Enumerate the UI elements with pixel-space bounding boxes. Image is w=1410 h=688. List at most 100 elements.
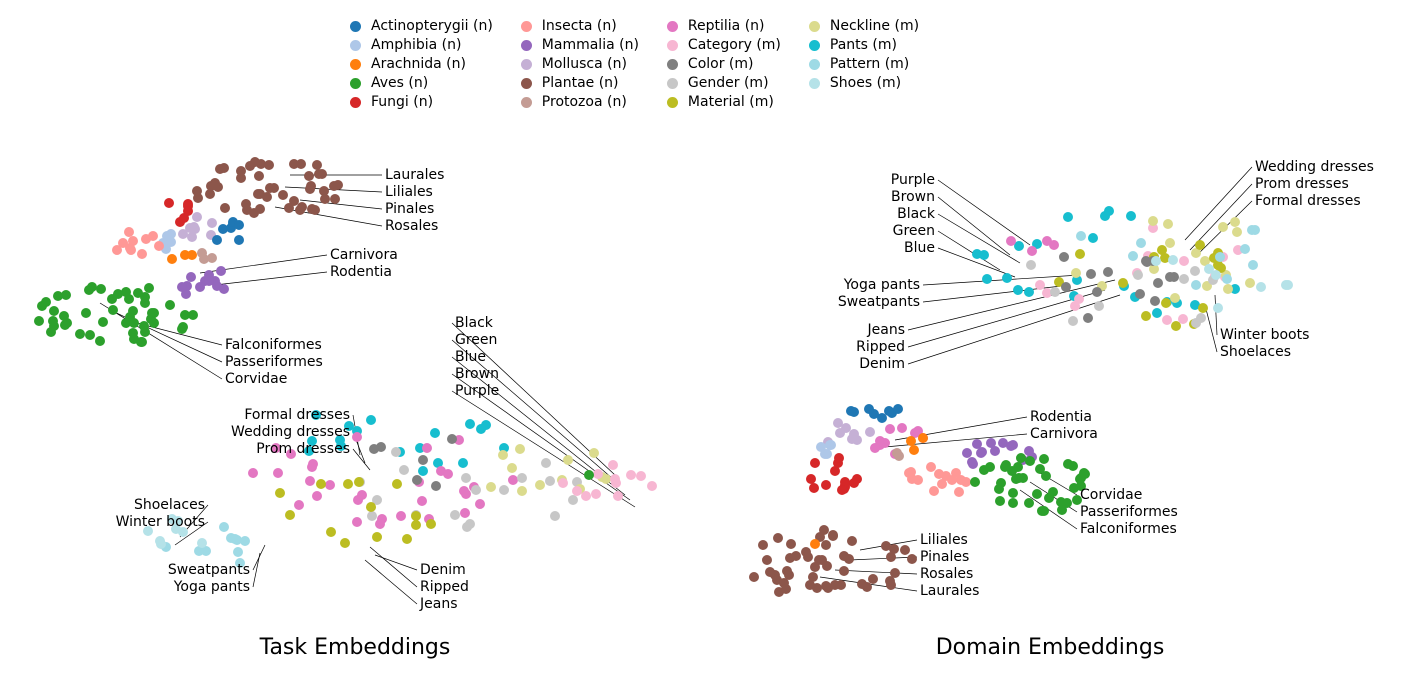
annotation-label: Yoga pants (844, 277, 920, 293)
annotation-lines (30, 145, 680, 655)
annotation-label: Carnivora (330, 247, 398, 263)
scatter-point (758, 540, 768, 550)
scatter-point (34, 316, 44, 326)
scatter-point (1215, 252, 1225, 262)
legend-dot-icon (350, 97, 361, 108)
scatter-point (1086, 269, 1096, 279)
scatter-point (248, 468, 258, 478)
annotation-label: Prom dresses (1255, 176, 1349, 192)
scatter-point (255, 204, 265, 214)
legend-item: Shoes (m) (809, 75, 919, 91)
scatter-point (234, 235, 244, 245)
scatter-point (220, 203, 230, 213)
legend-item: Insecta (n) (521, 18, 639, 34)
scatter-point (1161, 298, 1171, 308)
annotation-label: Ripped (420, 579, 469, 595)
scatter-point (886, 580, 896, 590)
scatter-point (87, 282, 97, 292)
legend-label: Shoes (m) (830, 75, 901, 91)
scatter-point (1256, 282, 1266, 292)
legend-label: Arachnida (n) (371, 56, 466, 72)
scatter-point (1232, 227, 1242, 237)
legend-label: Material (m) (688, 94, 774, 110)
scatter-point (970, 477, 980, 487)
scatter-point (1162, 315, 1172, 325)
scatter-point (333, 180, 343, 190)
scatter-point (1213, 260, 1223, 270)
scatter-point (1006, 441, 1016, 451)
scatter-point (278, 190, 288, 200)
scatter-point (1126, 211, 1136, 221)
scatter-point (61, 290, 71, 300)
legend-item: Protozoa (n) (521, 94, 639, 110)
scatter-point (219, 522, 229, 532)
scatter-point (1245, 278, 1255, 288)
legend-label: Fungi (n) (371, 94, 433, 110)
legend-item: Mollusca (n) (521, 56, 639, 72)
scatter-point (839, 566, 849, 576)
legend-item: Material (m) (667, 94, 781, 110)
scatter-point (889, 544, 899, 554)
scatter-point (852, 474, 862, 484)
scatter-point (430, 428, 440, 438)
scatter-point (1025, 456, 1035, 466)
scatter-point (197, 538, 207, 548)
annotation-label: Pinales (920, 549, 969, 565)
scatter-point (1240, 244, 1250, 254)
scatter-point (37, 301, 47, 311)
scatter-point (1013, 285, 1023, 295)
scatter-point (1044, 493, 1054, 503)
scatter-point (968, 459, 978, 469)
annotation-label: Yoga pants (174, 579, 250, 595)
legend-dot-icon (521, 21, 532, 32)
scatter-point (459, 486, 469, 496)
scatter-point (1103, 267, 1113, 277)
annotation-label: Rodentia (330, 264, 392, 280)
scatter-point (1083, 313, 1093, 323)
scatter-point (49, 306, 59, 316)
scatter-point (1222, 274, 1232, 284)
scatter-point (411, 520, 421, 530)
scatter-point (996, 478, 1006, 488)
scatter-point (75, 329, 85, 339)
scatter-point (864, 404, 874, 414)
scatter-point (1002, 273, 1012, 283)
scatter-point (839, 551, 849, 561)
scatter-point (140, 298, 150, 308)
scatter-point (499, 485, 509, 495)
scatter-point (461, 473, 471, 483)
scatter-point (273, 468, 283, 478)
scatter-point (187, 250, 197, 260)
scatter-point (133, 288, 143, 298)
legend-dot-icon (667, 97, 678, 108)
scatter-point (316, 479, 326, 489)
scatter-point (450, 510, 460, 520)
scatter-point (154, 241, 164, 251)
annotation-label: Rosales (385, 218, 438, 234)
panel-title: Domain Embeddings (710, 635, 1390, 660)
scatter-point (515, 444, 525, 454)
scatter-point (1128, 251, 1138, 261)
scatter-point (462, 522, 472, 532)
scatter-point (929, 486, 939, 496)
scatter-point (1008, 498, 1018, 508)
legend-item: Fungi (n) (350, 94, 493, 110)
scatter-point (1148, 216, 1158, 226)
scatter-point (517, 486, 527, 496)
legend-dot-icon (809, 78, 820, 89)
annotation-label: Blue (455, 349, 486, 365)
scatter-point (1196, 313, 1206, 323)
scatter-point (1195, 240, 1205, 250)
scatter-point (1133, 270, 1143, 280)
scatter-point (391, 447, 401, 457)
annotation-label: Black (897, 206, 935, 222)
annotation-label: Formal dresses (1255, 193, 1361, 209)
annotation-label: Liliales (385, 184, 433, 200)
scatter-point (128, 328, 138, 338)
annotation-label: Formal dresses (244, 407, 350, 423)
annotation-label: Winter boots (116, 514, 205, 530)
scatter-point (1191, 280, 1201, 290)
scatter-point (366, 415, 376, 425)
annotation-label: Wedding dresses (231, 424, 350, 440)
scatter-point (1230, 217, 1240, 227)
